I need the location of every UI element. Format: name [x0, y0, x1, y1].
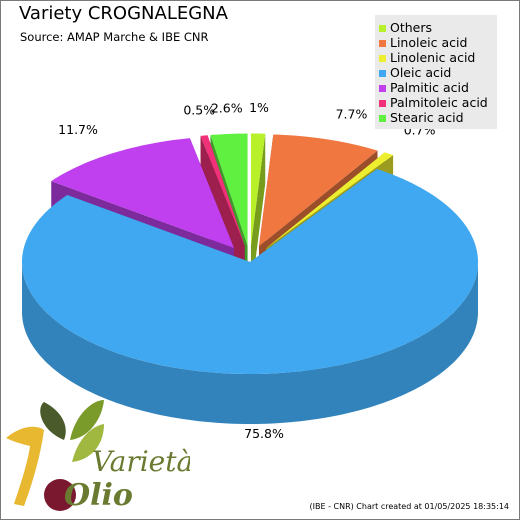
legend-label: Palmitoleic acid	[390, 95, 488, 110]
pie-slice	[259, 134, 378, 247]
pie-slice	[200, 135, 245, 246]
legend-label: Linolenic acid	[390, 50, 476, 65]
pie-slice	[51, 138, 235, 249]
pie-slice	[210, 133, 248, 246]
legend-label: Others	[390, 20, 433, 35]
legend-swatch	[379, 70, 386, 77]
pie-slice-wall	[250, 133, 266, 296]
pie-slice-side	[22, 262, 478, 424]
varieta-olio-logo: Varietà Olio	[6, 400, 190, 513]
legend-swatch	[379, 40, 386, 47]
legend-label: Linoleic acid	[390, 35, 468, 50]
legend-swatch	[379, 100, 386, 107]
logo-leaf-green	[70, 400, 104, 440]
legend: Others Linoleic acid Linolenic acid Oleic a…	[375, 15, 497, 129]
pie-slice-label: 7.7%	[336, 107, 368, 122]
logo-leaf-light	[72, 424, 104, 462]
pie-slice-label: 75.8%	[244, 426, 284, 441]
legend-label: Palmitic acid	[390, 80, 469, 95]
logo-stroke-one	[6, 426, 44, 506]
legend-swatch	[379, 85, 386, 92]
logo-word-olio: Olio	[64, 478, 133, 513]
legend-swatch	[379, 25, 386, 32]
legend-label: Oleic acid	[390, 65, 452, 80]
legend-swatch	[379, 115, 386, 122]
logo-olive	[44, 479, 76, 511]
pie-tops	[22, 133, 478, 374]
pie-slice-label: 1%	[249, 100, 269, 115]
pie-slice	[22, 168, 478, 374]
legend-swatch	[379, 55, 386, 62]
chart-title: Variety CROGNALEGNA	[19, 3, 228, 24]
chart-credit: (IBE - CNR) Chart created at 01/05/2025 …	[309, 502, 510, 511]
logo-leaf-dark	[40, 402, 66, 440]
pie-slice	[266, 152, 394, 249]
pie-slice-label: 0.5%	[183, 102, 215, 117]
pie-slice-label: 11.7%	[58, 122, 98, 137]
chart-subtitle: Source: AMAP Marche & IBE CNR	[20, 30, 209, 44]
legend-label: Stearic acid	[390, 110, 464, 125]
pie-slice	[250, 133, 266, 246]
pie-slice-label: 2.6%	[211, 101, 243, 116]
logo-word-varieta: Varietà	[92, 445, 190, 478]
